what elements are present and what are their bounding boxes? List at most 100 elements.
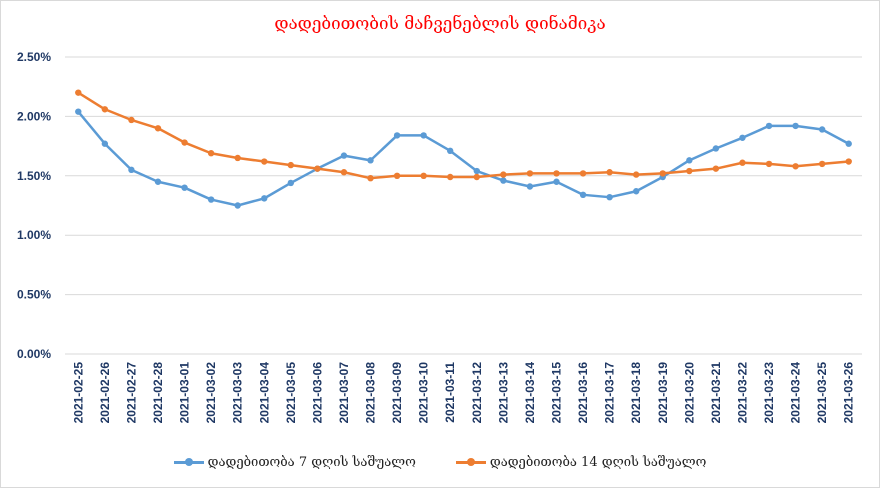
data-point-1	[314, 165, 321, 172]
x-tick-label: 2021-03-18	[629, 362, 643, 424]
data-point-0	[553, 178, 560, 185]
x-tick-label: 2021-03-06	[310, 362, 324, 424]
data-point-1	[712, 165, 720, 172]
data-point-0	[75, 108, 82, 115]
x-tick-label: 2021-03-01	[178, 362, 192, 424]
x-tick-label: 2021-03-15	[549, 362, 563, 424]
y-tick-label: 1.00%	[17, 228, 51, 242]
y-tick-label: 0.00%	[17, 347, 51, 361]
x-tick-label: 2021-03-11	[443, 362, 457, 423]
y-tick-label: 0.50%	[17, 288, 51, 302]
x-tick-label: 2021-03-09	[390, 362, 404, 424]
x-tick-label: 2021-03-16	[576, 362, 590, 424]
data-point-0	[393, 132, 401, 139]
legend-item-7day: დადებითობა 7 დღის საშუალო	[173, 455, 416, 470]
data-point-0	[340, 152, 348, 159]
y-tick-label: 1.50%	[17, 169, 51, 183]
data-point-0	[739, 134, 746, 141]
x-tick-label: 2021-03-08	[364, 362, 378, 424]
data-point-1	[818, 160, 826, 168]
data-point-1	[207, 150, 215, 157]
data-point-0	[367, 157, 374, 164]
data-point-1	[447, 173, 454, 181]
x-tick-label: 2021-03-04	[257, 362, 271, 424]
data-point-0	[845, 140, 852, 147]
data-point-0	[261, 195, 268, 202]
data-point-0	[473, 167, 480, 175]
data-point-0	[686, 157, 693, 164]
data-point-1	[393, 172, 401, 179]
data-point-0	[447, 147, 454, 155]
x-tick-label: 2021-03-03	[231, 362, 245, 424]
x-tick-label: 2021-03-17	[603, 362, 617, 424]
data-point-0	[765, 122, 773, 130]
data-point-0	[526, 183, 534, 190]
x-tick-label: 2021-03-13	[496, 362, 510, 424]
data-point-1	[181, 139, 188, 146]
data-point-1	[261, 158, 268, 165]
data-point-0	[128, 166, 135, 174]
data-point-0	[420, 132, 427, 139]
x-tick-label: 2021-03-19	[656, 362, 670, 424]
x-tick-label: 2021-03-10	[417, 362, 431, 424]
x-tick-label: 2021-03-24	[789, 362, 803, 424]
data-point-1	[606, 169, 613, 176]
data-point-1	[579, 170, 587, 177]
data-point-0	[234, 202, 241, 209]
legend-label-7day: დადებითობა 7 დღის საშუალო	[207, 455, 416, 470]
y-tick-label: 2.00%	[17, 109, 51, 123]
data-point-1	[553, 170, 560, 177]
data-point-1	[101, 106, 109, 113]
x-tick-label: 2021-03-07	[337, 362, 351, 424]
series-line-0	[77, 110, 850, 207]
data-point-0	[287, 179, 295, 187]
data-point-1	[765, 160, 773, 168]
data-point-0	[632, 188, 640, 195]
data-point-0	[606, 193, 613, 201]
data-point-1	[845, 158, 852, 165]
data-point-1	[686, 167, 693, 175]
data-point-0	[818, 126, 826, 133]
legend-item-14day: დადებითობა 14 დღის საშუალო	[455, 455, 707, 470]
data-point-0	[792, 122, 799, 130]
x-tick-label: 2021-03-05	[284, 362, 298, 424]
data-point-1	[526, 170, 534, 177]
data-point-0	[154, 178, 162, 185]
data-point-0	[712, 145, 720, 152]
x-tick-label: 2021-02-25	[71, 362, 85, 424]
data-point-1	[367, 174, 374, 182]
data-point-1	[420, 172, 427, 179]
data-point-1	[632, 171, 640, 178]
x-tick-label: 2021-03-25	[815, 362, 829, 424]
chart-title: დადებითობის მაჩვენებლის დინამიკა	[274, 14, 606, 34]
data-point-1	[473, 173, 480, 181]
legend-swatch-7day	[173, 458, 204, 466]
x-tick-label: 2021-02-28	[151, 362, 165, 424]
legend-swatch-14day	[455, 458, 486, 466]
x-tick-label: 2021-02-26	[98, 362, 112, 424]
x-tick-label: 2021-03-14	[523, 362, 537, 424]
x-tick-label: 2021-02-27	[124, 362, 138, 424]
x-tick-label: 2021-03-20	[682, 362, 696, 424]
series-line-1	[77, 91, 849, 180]
data-point-1	[500, 171, 507, 178]
x-tick-label: 2021-03-02	[204, 362, 218, 424]
data-point-1	[739, 159, 746, 166]
x-tick-label: 2021-03-21	[709, 362, 723, 424]
data-point-0	[579, 191, 587, 199]
data-point-1	[75, 89, 82, 96]
legend-label-14day: დადებითობა 14 დღის საშუალო	[489, 455, 707, 470]
data-point-1	[287, 161, 295, 169]
data-point-0	[500, 177, 507, 184]
data-point-1	[154, 125, 162, 132]
legend: დადებითობა 7 დღის საშუალო დადებითობა 14 …	[0, 455, 880, 470]
x-tick-label: 2021-03-26	[842, 362, 856, 424]
data-point-0	[181, 184, 188, 191]
y-tick-label: 2.50%	[17, 50, 51, 64]
x-tick-label: 2021-03-23	[762, 362, 776, 424]
x-tick-label: 2021-03-12	[470, 362, 484, 424]
data-point-0	[207, 196, 215, 203]
data-point-1	[128, 116, 135, 124]
data-point-0	[101, 140, 109, 147]
